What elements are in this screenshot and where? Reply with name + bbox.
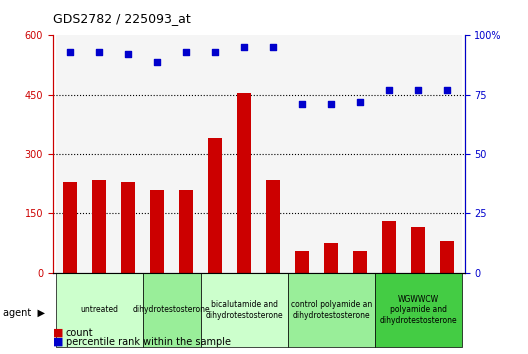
Bar [150,190,164,273]
FancyBboxPatch shape [288,273,375,347]
Bar [143,35,172,273]
Point [298,101,306,107]
FancyBboxPatch shape [375,273,462,347]
Bar [92,180,107,273]
Point [182,49,191,55]
Bar [317,35,346,273]
Bar [230,35,259,273]
Bar [179,190,193,273]
Text: percentile rank within the sample: percentile rank within the sample [66,337,231,347]
FancyBboxPatch shape [201,273,288,347]
Point [269,45,277,50]
Text: agent  ▶: agent ▶ [3,308,45,318]
Point [443,87,451,93]
Text: dihydrotestosterone: dihydrotestosterone [133,306,211,314]
Bar [411,227,426,273]
Bar [295,251,309,273]
Point [153,59,162,64]
Bar [55,35,84,273]
Bar [375,35,404,273]
Point [327,101,335,107]
Point [356,99,364,105]
Bar [121,182,136,273]
Text: GDS2782 / 225093_at: GDS2782 / 225093_at [53,12,191,25]
Point [95,49,103,55]
FancyBboxPatch shape [55,273,143,347]
Bar [288,35,317,273]
Bar [63,182,78,273]
Text: ■: ■ [53,337,63,347]
Text: count: count [66,328,93,338]
Text: control polyamide an
dihydrotestosterone: control polyamide an dihydrotestosterone [290,300,372,320]
Bar [353,251,367,273]
FancyBboxPatch shape [143,273,201,347]
Bar [114,35,143,273]
Bar [259,35,288,273]
Bar [324,243,338,273]
Point [240,45,249,50]
Point [414,87,422,93]
Bar [382,221,397,273]
Bar [84,35,114,273]
Bar [237,93,251,273]
Bar [201,35,230,273]
Bar [404,35,433,273]
Bar [440,241,455,273]
Bar [172,35,201,273]
Text: untreated: untreated [80,306,118,314]
Point [211,49,220,55]
Point [385,87,393,93]
Point [66,49,74,55]
Bar [208,138,222,273]
Bar [433,35,462,273]
Text: WGWWCW
polyamide and
dihydrotestosterone: WGWWCW polyamide and dihydrotestosterone [380,295,457,325]
Text: ■: ■ [53,328,63,338]
Text: bicalutamide and
dihydrotestosterone: bicalutamide and dihydrotestosterone [205,300,283,320]
Bar [346,35,375,273]
Point [124,52,133,57]
Bar [266,180,280,273]
